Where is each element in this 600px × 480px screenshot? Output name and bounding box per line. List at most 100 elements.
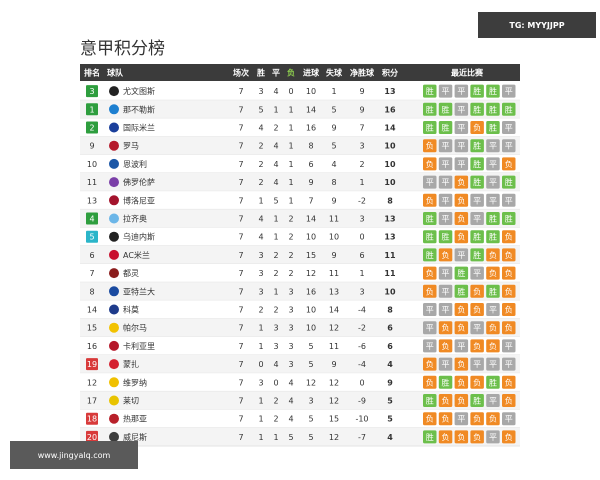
result-box [423,157,437,171]
result-box [470,375,484,389]
result-box [438,84,453,98]
stat-gf: 5 [308,342,313,351]
stat-gd: -4 [358,360,366,369]
stat-ga: 4 [331,160,336,169]
column-header: 场次 [233,68,249,78]
team-name: 都灵 [123,269,139,278]
stat-gf: 8 [308,142,313,151]
rank: 15 [87,324,97,333]
stat-ga: 12 [329,397,339,406]
stat-lost: 1 [288,124,293,133]
stat-drawn: 2 [273,124,278,133]
stat-played: 7 [238,105,243,114]
result-box [502,230,516,244]
result: 负 [505,286,513,296]
stat-gf: 14 [306,105,316,114]
team-logo [109,431,119,442]
result: 负 [426,195,434,205]
result-box [454,412,469,426]
stat-gd: 6 [359,251,364,260]
stat-gd: 7 [359,124,364,133]
rank: 13 [87,196,97,205]
rank: 20 [87,433,97,442]
result: 胜 [473,396,481,406]
table-row [80,336,520,355]
result: 负 [489,268,497,278]
result: 胜 [426,104,434,114]
rank: 4 [89,215,94,224]
result-box [423,357,437,371]
stat-won: 1 [258,342,263,351]
result: 平 [426,178,434,187]
stat-lost: 2 [288,269,293,278]
result: 平 [442,269,450,278]
result: 平 [473,324,481,333]
result: 平 [505,142,513,151]
rank: 7 [89,269,94,278]
stat-pts: 4 [387,360,393,369]
result-box [486,139,500,153]
stat-ga: 11 [329,215,339,224]
team-name: 莱切 [123,396,139,406]
result-box [454,121,469,134]
result-box [438,430,453,444]
stat-played: 7 [238,142,243,151]
stat-won: 1 [258,324,263,333]
stat-lost: 0 [288,87,293,96]
stat-drawn: 1 [273,287,278,296]
result-box [438,357,453,371]
stat-played: 7 [238,87,243,96]
result: 平 [457,87,465,96]
result-box [470,321,484,335]
result: 胜 [442,123,450,133]
stat-gd: 1 [359,269,364,278]
result-box [486,412,500,426]
stat-gd: 1 [359,178,364,187]
team-name: 热那亚 [123,414,147,424]
result-box [486,339,500,353]
result: 负 [505,396,513,406]
stat-played: 7 [238,360,243,369]
stat-won: 2 [258,306,263,315]
team-logo [109,268,119,279]
stat-lost: 2 [288,215,293,224]
stat-ga: 9 [331,360,336,369]
rank: 5 [89,233,94,242]
result: 负 [505,268,513,278]
result: 平 [489,360,497,369]
result-box [470,248,484,262]
stat-ga: 5 [331,142,336,151]
stat-gf: 15 [306,251,316,260]
result: 负 [442,250,450,260]
stat-gf: 14 [306,215,316,224]
stat-ga: 11 [329,342,339,351]
stat-drawn: 4 [273,360,278,369]
result-box [502,121,516,134]
team-logo [109,340,119,351]
result-box [454,339,469,353]
result-box [454,284,469,298]
result-box [423,102,437,116]
stat-lost: 1 [288,160,293,169]
result: 平 [426,324,434,333]
result-box [486,102,500,116]
result-box [502,321,516,335]
result-box [486,212,500,225]
rank-badge [86,430,98,443]
result: 平 [426,306,434,315]
stat-drawn: 2 [273,415,278,424]
result-box [502,430,516,444]
stat-played: 7 [238,196,243,205]
stat-lost: 3 [288,324,293,333]
result-box [438,193,453,207]
result: 负 [473,377,481,387]
result: 平 [489,142,497,151]
result: 平 [457,160,465,169]
result: 负 [473,305,481,315]
stat-ga: 12 [329,378,339,387]
result: 胜 [473,250,481,260]
result-box [502,357,516,371]
stat-lost: 1 [288,142,293,151]
result-box [438,157,453,171]
result: 平 [442,215,450,224]
